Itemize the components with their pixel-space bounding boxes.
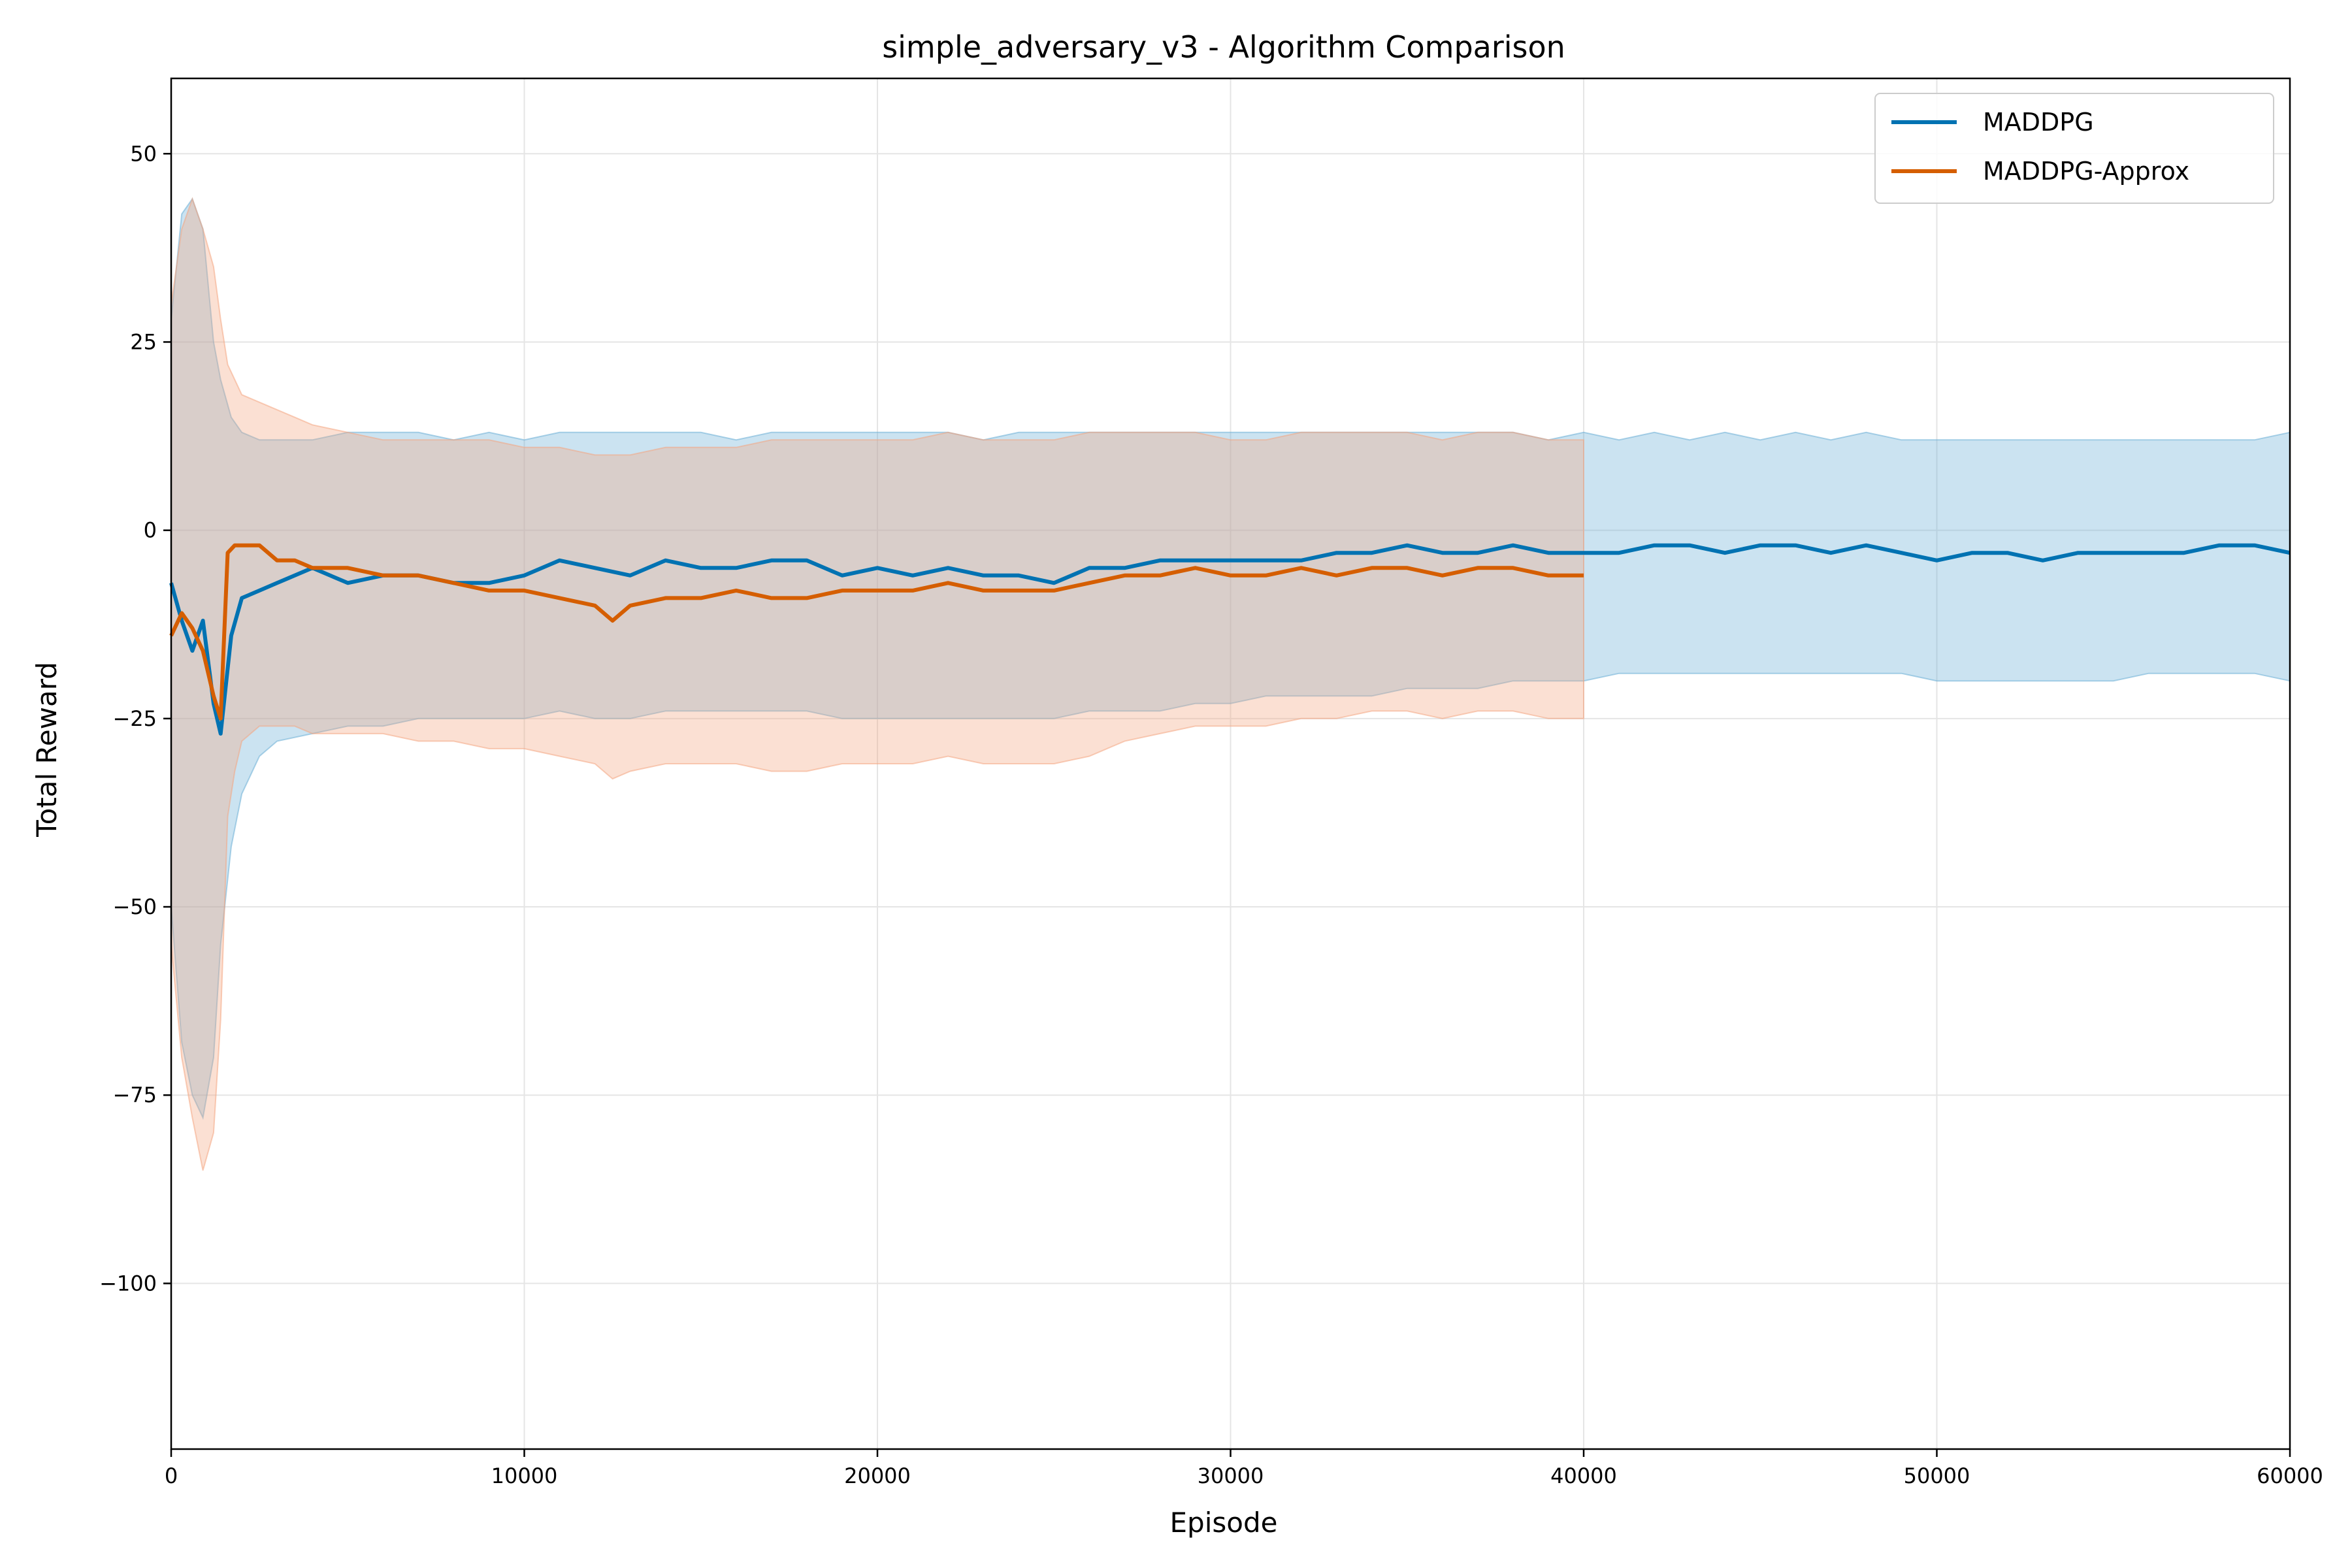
x-tick-label: 30000	[1198, 1463, 1264, 1488]
band-maddpg-approx	[171, 197, 1584, 1171]
y-tick-label: −50	[112, 894, 157, 919]
x-axis-ticks: 0 10000 20000 30000 40000 50000 60000	[165, 1449, 2323, 1488]
legend-frame	[1874, 93, 2274, 204]
series-lines	[169, 543, 2291, 736]
legend-label-maddpg-approx: MADDPG-Approx	[1983, 157, 2189, 186]
line-maddpg-approx	[169, 543, 1584, 721]
y-tick-label: −100	[99, 1271, 157, 1296]
y-axis-label: Total Reward	[31, 662, 63, 838]
x-tick-label: 10000	[491, 1463, 558, 1488]
line-maddpg	[169, 543, 2291, 736]
x-axis-label: Episode	[1170, 1507, 1278, 1539]
y-tick-label: 50	[130, 141, 157, 166]
y-tick-label: 25	[130, 329, 157, 354]
x-tick-label: 60000	[2257, 1463, 2323, 1488]
y-axis-ticks: 50 25 0 −25 −50 −75 −100	[99, 141, 171, 1296]
y-tick-label: −75	[112, 1083, 157, 1107]
x-tick-label: 20000	[844, 1463, 911, 1488]
y-tick-label: −25	[112, 706, 157, 731]
y-tick-label: 0	[144, 518, 157, 543]
legend: MADDPG MADDPG-Approx	[1874, 93, 2274, 204]
chart-title: simple_adversary_v3 - Algorithm Comparis…	[882, 29, 1565, 65]
legend-label-maddpg: MADDPG	[1983, 108, 2094, 137]
x-tick-label: 40000	[1550, 1463, 1617, 1488]
x-tick-label: 0	[165, 1463, 178, 1488]
x-tick-label: 50000	[1904, 1463, 1970, 1488]
